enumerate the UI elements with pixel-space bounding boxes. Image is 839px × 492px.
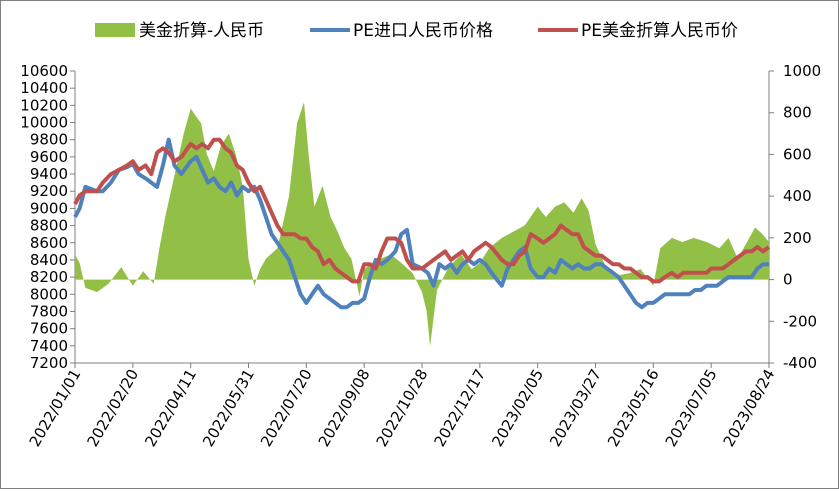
left-tick-label: 8800: [30, 217, 68, 235]
left-tick-label: 9400: [30, 165, 68, 183]
right-tick-label: 400: [783, 187, 812, 205]
left-tick-label: 7600: [30, 320, 68, 338]
right-tick-label: 200: [783, 229, 812, 247]
left-tick-label: 9600: [30, 148, 68, 166]
left-tick-label: 8000: [30, 285, 68, 303]
left-tick-label: 9000: [30, 199, 68, 217]
right-tick-label: -200: [783, 312, 817, 330]
x-tick-label: 2023/02/05: [488, 366, 547, 450]
right-axis-ticks: -400 -200 0 200 400 600 800 1000: [769, 62, 821, 372]
right-tick-label: -400: [783, 354, 817, 372]
legend: 美金折算-人民币 PE进口人民币价格 PE美金折算人民币价: [95, 21, 738, 41]
left-tick-label: 10400: [20, 79, 68, 97]
x-tick-label: 2022/07/20: [257, 366, 316, 450]
x-tick-label: 2022/05/31: [199, 366, 258, 450]
left-tick-label: 8600: [30, 234, 68, 252]
x-tick-label: 2023/07/05: [662, 366, 721, 450]
x-tick-label: 2022/01/01: [26, 366, 85, 450]
x-tick-label: 2022/04/11: [141, 366, 200, 450]
left-tick-label: 10000: [20, 114, 68, 132]
right-tick-label: 600: [783, 145, 812, 163]
left-tick-label: 8200: [30, 268, 68, 286]
left-tick-label: 7800: [30, 302, 68, 320]
usd-converted-price-line: [73, 137, 771, 284]
legend-label-import: PE进口人民币价格: [353, 21, 493, 41]
legend-swatch-area: [95, 23, 135, 37]
area-series: [75, 102, 769, 347]
x-tick-label: 2023/03/27: [546, 366, 605, 450]
x-tick-label: 2022/02/20: [83, 366, 142, 450]
import-price-line: [73, 137, 769, 310]
left-tick-label: 9800: [30, 131, 68, 149]
right-tick-label: 800: [783, 104, 812, 122]
left-tick-label: 7200: [30, 354, 68, 372]
left-tick-label: 9200: [30, 182, 68, 200]
left-axis-ticks: 7200740076007800800082008400860088009000…: [20, 62, 75, 372]
legend-label-area: 美金折算-人民币: [139, 21, 264, 41]
right-tick-label: 1000: [783, 62, 821, 80]
area-series-path: [75, 102, 769, 347]
left-tick-label: 7400: [30, 337, 68, 355]
left-tick-label: 8400: [30, 251, 68, 269]
x-tick-label: 2022/10/28: [373, 366, 432, 450]
right-tick-label: 0: [783, 271, 793, 289]
line-series: [73, 137, 771, 310]
legend-label-usd: PE美金折算人民币价: [581, 21, 738, 41]
left-tick-label: 10200: [20, 96, 68, 114]
left-tick-label: 10600: [20, 62, 68, 80]
x-axis-ticks: 2022/01/01 2022/02/20 2022/04/11 2022/05/31…: [26, 363, 779, 450]
x-tick-label: 2022/09/08: [315, 366, 374, 450]
x-tick-label: 2023/05/16: [604, 366, 663, 450]
x-tick-label: 2023/08/24: [720, 366, 779, 450]
x-tick-label: 2022/12/17: [430, 366, 489, 450]
